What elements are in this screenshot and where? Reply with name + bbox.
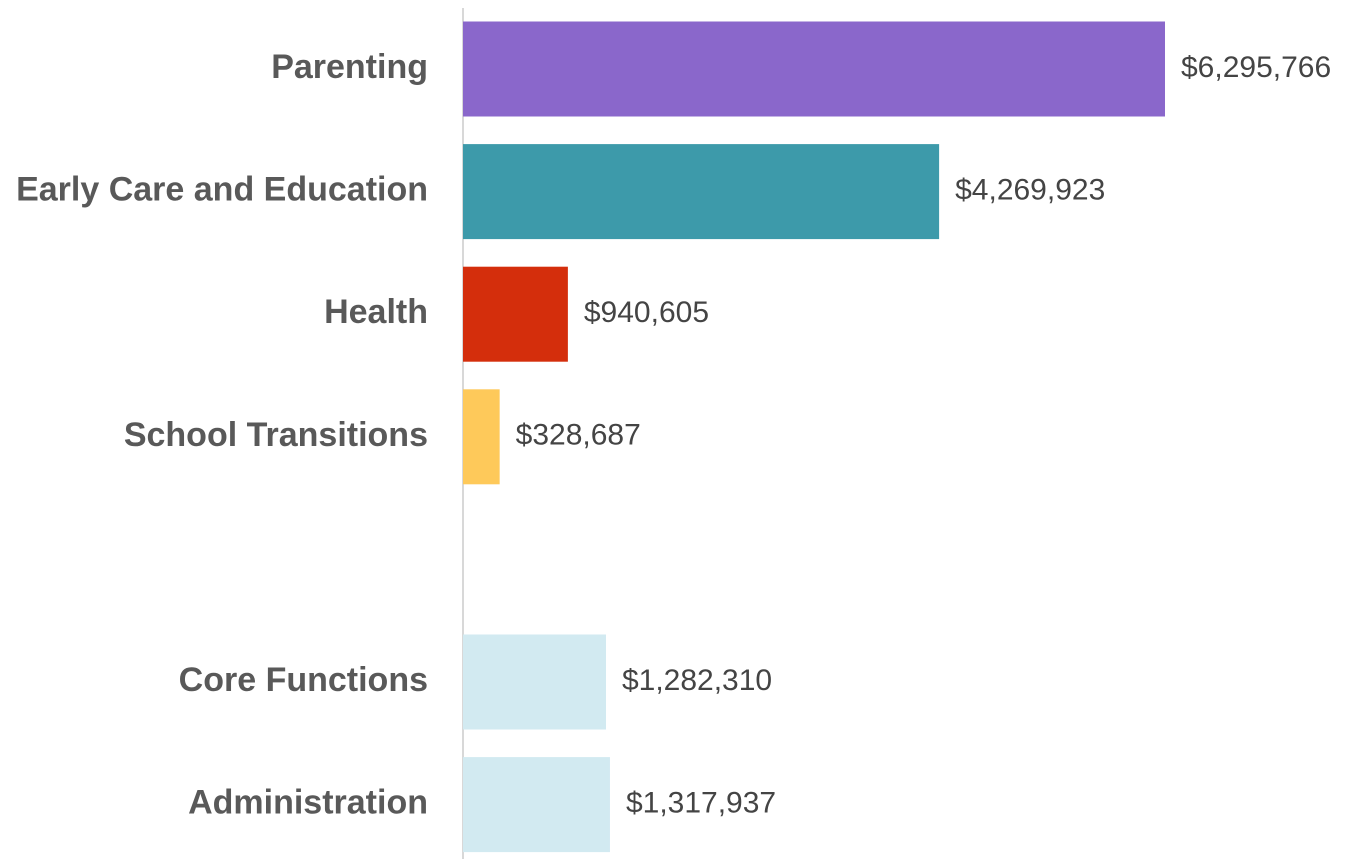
bar xyxy=(463,757,610,853)
value-label: $328,687 xyxy=(516,419,641,452)
category-label: Administration xyxy=(188,784,428,822)
value-label: $4,269,923 xyxy=(955,174,1105,207)
value-label: $940,605 xyxy=(584,296,709,329)
category-label: Early Care and Education xyxy=(16,171,428,209)
category-label: School Transitions xyxy=(124,416,428,454)
bar xyxy=(463,144,940,240)
category-label: Health xyxy=(324,293,428,331)
bar xyxy=(463,21,1165,117)
bar xyxy=(463,389,500,485)
category-label: Parenting xyxy=(271,48,428,86)
bar xyxy=(463,266,568,362)
value-label: $1,282,310 xyxy=(622,664,772,697)
bar xyxy=(463,634,606,730)
value-label: $6,295,766 xyxy=(1181,51,1331,84)
value-label: $1,317,937 xyxy=(626,787,776,820)
category-label: Core Functions xyxy=(179,661,428,699)
